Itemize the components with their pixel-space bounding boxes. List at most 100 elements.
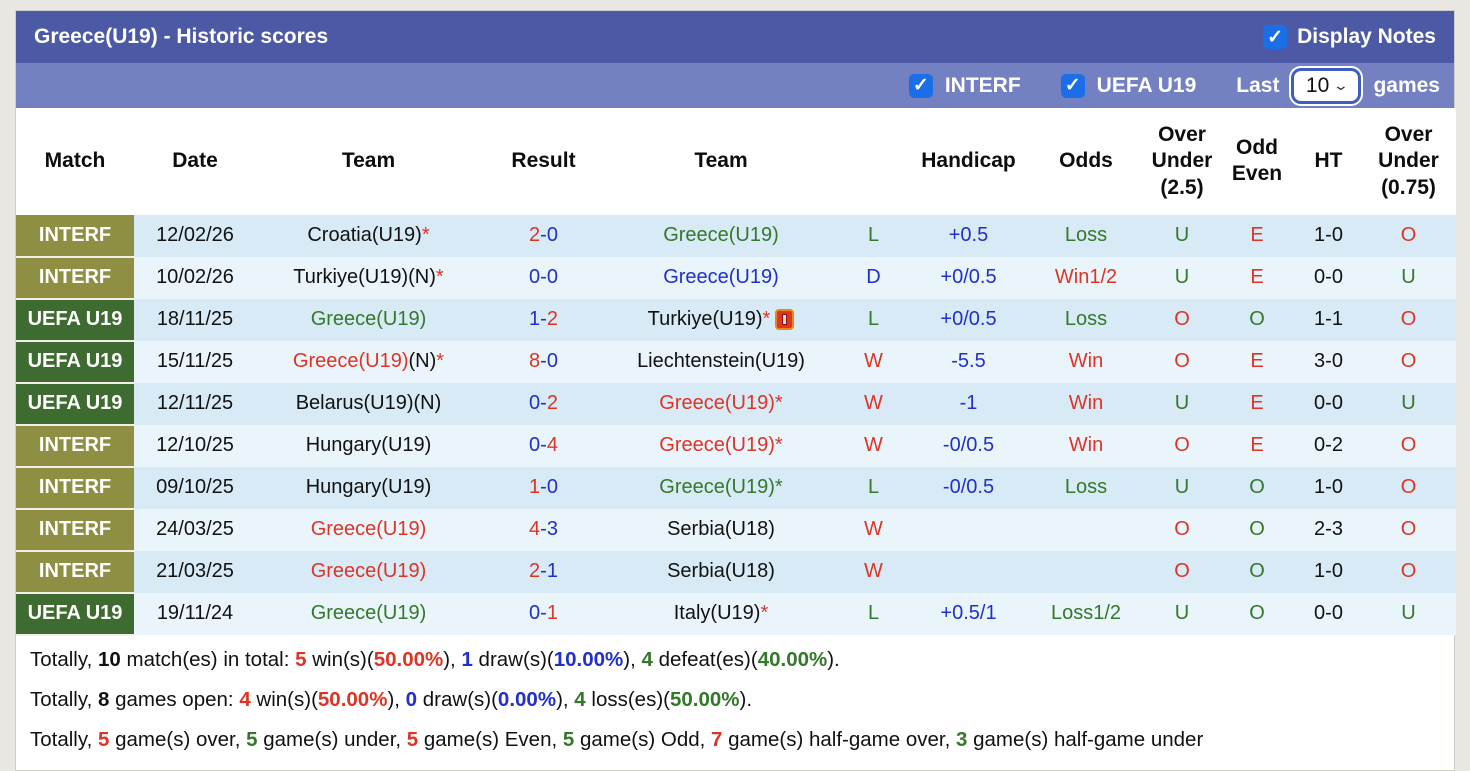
- home-team: Greece(U19): [256, 508, 481, 551]
- over-under-075-result: O: [1361, 214, 1456, 257]
- away-team: Greece(U19): [606, 256, 836, 299]
- text-segment: 2: [546, 392, 558, 415]
- handicap-value: -0/0.5: [911, 424, 1026, 467]
- win-draw-loss: W: [836, 382, 911, 425]
- text-segment: game(s) over,: [109, 727, 247, 751]
- text-segment: *: [762, 308, 771, 331]
- text-segment: Totally,: [30, 647, 98, 671]
- home-team: Greece(U19): [256, 592, 481, 635]
- table-row: UEFA U19 15/11/25 Greece(U19)(N)* 8-0 Liecht…: [16, 340, 1456, 384]
- full-time-result: 0-2: [481, 382, 606, 425]
- display-notes-checkbox[interactable]: ✓: [1263, 25, 1288, 49]
- odd-even-result: E: [1218, 424, 1296, 467]
- games-count-select[interactable]: 10 ⌄: [1291, 67, 1362, 104]
- away-team: Turkiye(U19)*: [606, 298, 836, 341]
- text-segment: 0-0: [529, 266, 558, 289]
- text-segment: (N): [408, 350, 437, 373]
- home-team: Greece(U19)(N)*: [256, 340, 481, 383]
- text-segment: 4: [546, 434, 558, 457]
- full-time-result: 0-0: [481, 256, 606, 299]
- full-time-result: 1-2: [481, 298, 606, 341]
- over-under-25-result: O: [1146, 340, 1218, 383]
- text-segment: 2: [546, 308, 558, 331]
- over-under-075-result: O: [1361, 508, 1456, 551]
- match-date: 19/11/24: [134, 592, 256, 635]
- text-segment: 5: [562, 727, 575, 751]
- handicap-value: +0/0.5: [911, 256, 1026, 299]
- odds-result: [1026, 508, 1146, 551]
- text-segment: -1: [540, 560, 558, 583]
- odds-result: [1026, 550, 1146, 593]
- text-segment: 50.00%: [669, 687, 740, 711]
- text-segment: 3: [956, 727, 968, 751]
- text-segment: 4: [529, 518, 541, 541]
- text-segment: Turkiye(U19)(N): [293, 266, 436, 289]
- away-team: Greece(U19)*: [606, 424, 836, 467]
- summary-footer: Totally, 10 match(es) in total: 5 win(s)…: [16, 635, 1454, 770]
- match-type-badge: UEFA U19: [16, 340, 134, 384]
- full-time-result: 0-1: [481, 592, 606, 635]
- filter-bar: ✓ INTERF ✓ UEFA U19 Last 10 ⌄ games: [16, 63, 1454, 108]
- col-over-under-25: Over Under (2.5): [1146, 108, 1218, 215]
- historic-scores-panel: Greece(U19) - Historic scores ✓ Display …: [15, 10, 1456, 771]
- page-title: Greece(U19) - Historic scores: [34, 25, 329, 48]
- text-segment: games open:: [109, 687, 240, 711]
- table-row: INTERF 24/03/25 Greece(U19) 4-3 Serbia(U18) W…: [16, 508, 1456, 552]
- match-type-badge: UEFA U19: [16, 592, 134, 636]
- summary-line-total: Totally, 10 match(es) in total: 5 win(s)…: [30, 640, 1440, 680]
- text-segment: ),: [556, 687, 575, 711]
- uefa-u19-checkbox[interactable]: ✓: [1060, 73, 1085, 98]
- text-segment: 0-: [529, 392, 547, 415]
- text-segment: 2: [529, 560, 541, 583]
- text-segment: 50.00%: [317, 687, 388, 711]
- text-segment: 1: [461, 647, 473, 671]
- last-label: Last: [1236, 73, 1280, 97]
- win-draw-loss: L: [836, 592, 911, 635]
- odd-even-result: E: [1218, 382, 1296, 425]
- away-team: Serbia(U18): [606, 550, 836, 593]
- over-under-25-result: O: [1146, 298, 1218, 341]
- odd-even-result: O: [1218, 550, 1296, 593]
- over-under-25-result: U: [1146, 382, 1218, 425]
- win-draw-loss: L: [836, 298, 911, 341]
- match-date: 18/11/25: [134, 298, 256, 341]
- away-team: Serbia(U18): [606, 508, 836, 551]
- win-draw-loss: L: [836, 466, 911, 509]
- over-under-075-result: O: [1361, 466, 1456, 509]
- odd-even-result: O: [1218, 466, 1296, 509]
- over-under-075-result: O: [1361, 550, 1456, 593]
- match-type-badge: INTERF: [16, 508, 134, 552]
- table-row: INTERF 21/03/25 Greece(U19) 2-1 Serbia(U18) W…: [16, 550, 1456, 594]
- text-segment: 1-: [529, 308, 547, 331]
- away-team: Greece(U19): [606, 214, 836, 257]
- handicap-value: +0.5: [911, 214, 1026, 257]
- text-segment: Greece(U19): [663, 224, 779, 247]
- full-time-result: 0-4: [481, 424, 606, 467]
- home-team: Hungary(U19): [256, 424, 481, 467]
- uefa-u19-label: UEFA U19: [1096, 73, 1197, 97]
- interf-checkbox[interactable]: ✓: [908, 73, 933, 98]
- full-time-result: 2-0: [481, 214, 606, 257]
- table-row: UEFA U19 19/11/24 Greece(U19) 0-1 Italy(U19)…: [16, 592, 1456, 636]
- home-team: Greece(U19): [256, 550, 481, 593]
- title-bar: Greece(U19) - Historic scores ✓ Display …: [16, 11, 1454, 63]
- odds-result: Loss: [1026, 214, 1146, 257]
- half-time-score: 1-0: [1296, 466, 1361, 509]
- odds-result: Win: [1026, 424, 1146, 467]
- text-segment: 5: [97, 727, 110, 751]
- text-segment: Greece(U19): [310, 560, 427, 583]
- text-segment: game(s) Odd,: [574, 727, 712, 751]
- win-draw-loss: W: [836, 508, 911, 551]
- match-date: 12/02/26: [134, 214, 256, 257]
- handicap-value: +0.5/1: [911, 592, 1026, 635]
- text-segment: -0: [540, 476, 558, 499]
- text-segment: Hungary(U19): [305, 476, 432, 499]
- over-under-075-result: O: [1361, 340, 1456, 383]
- text-segment: 8: [97, 687, 110, 711]
- away-team: Liechtenstein(U19): [606, 340, 836, 383]
- match-type-badge: INTERF: [16, 256, 134, 300]
- text-segment: Italy(U19): [673, 602, 761, 625]
- match-type-badge: UEFA U19: [16, 298, 134, 342]
- table-row: UEFA U19 18/11/25 Greece(U19) 1-2 Turkiye(U1…: [16, 298, 1456, 342]
- text-segment: 10.00%: [553, 647, 624, 671]
